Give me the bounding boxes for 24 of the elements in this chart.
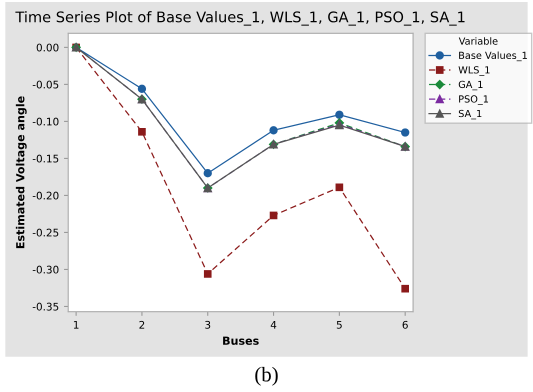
text: (b) [255,366,278,386]
legend-title: Variable [458,37,498,45]
legend-label: WLS_1 [458,66,490,76]
y-tick-label: -0.25 [32,228,58,237]
y-tick-label: -0.05 [32,80,58,88]
x-tick-label: 6 [402,320,408,329]
legend-label: Base Values_1 [459,51,527,62]
legend-label: PSO_1 [459,95,488,105]
y-axis-title: Estimated Voltage angle [16,96,27,248]
x-tick-label: 2 [139,320,144,329]
legend-label: SA_1 [458,110,482,120]
x-axis-title: Buses [223,336,259,345]
y-tick-label: -0.30 [32,266,59,274]
legend-label: GA_1 [458,80,483,90]
y-tick-label: -0.35 [32,302,58,311]
x-tick-label: 1 [74,320,78,329]
chart-title: Time Series Plot of Base Values_1, WLS_1, GA_1, PSO_1, SA_1 [15,11,465,26]
x-tick-label: 5 [336,320,342,329]
y-tick-label: -0.20 [32,192,59,200]
x-tick-label: 4 [270,320,276,329]
x-tick-label: 3 [205,320,210,329]
y-tick-label: -0.15 [32,154,58,163]
y-tick-label: -0.10 [32,118,59,126]
y-tick-label: 0.00 [36,44,59,52]
